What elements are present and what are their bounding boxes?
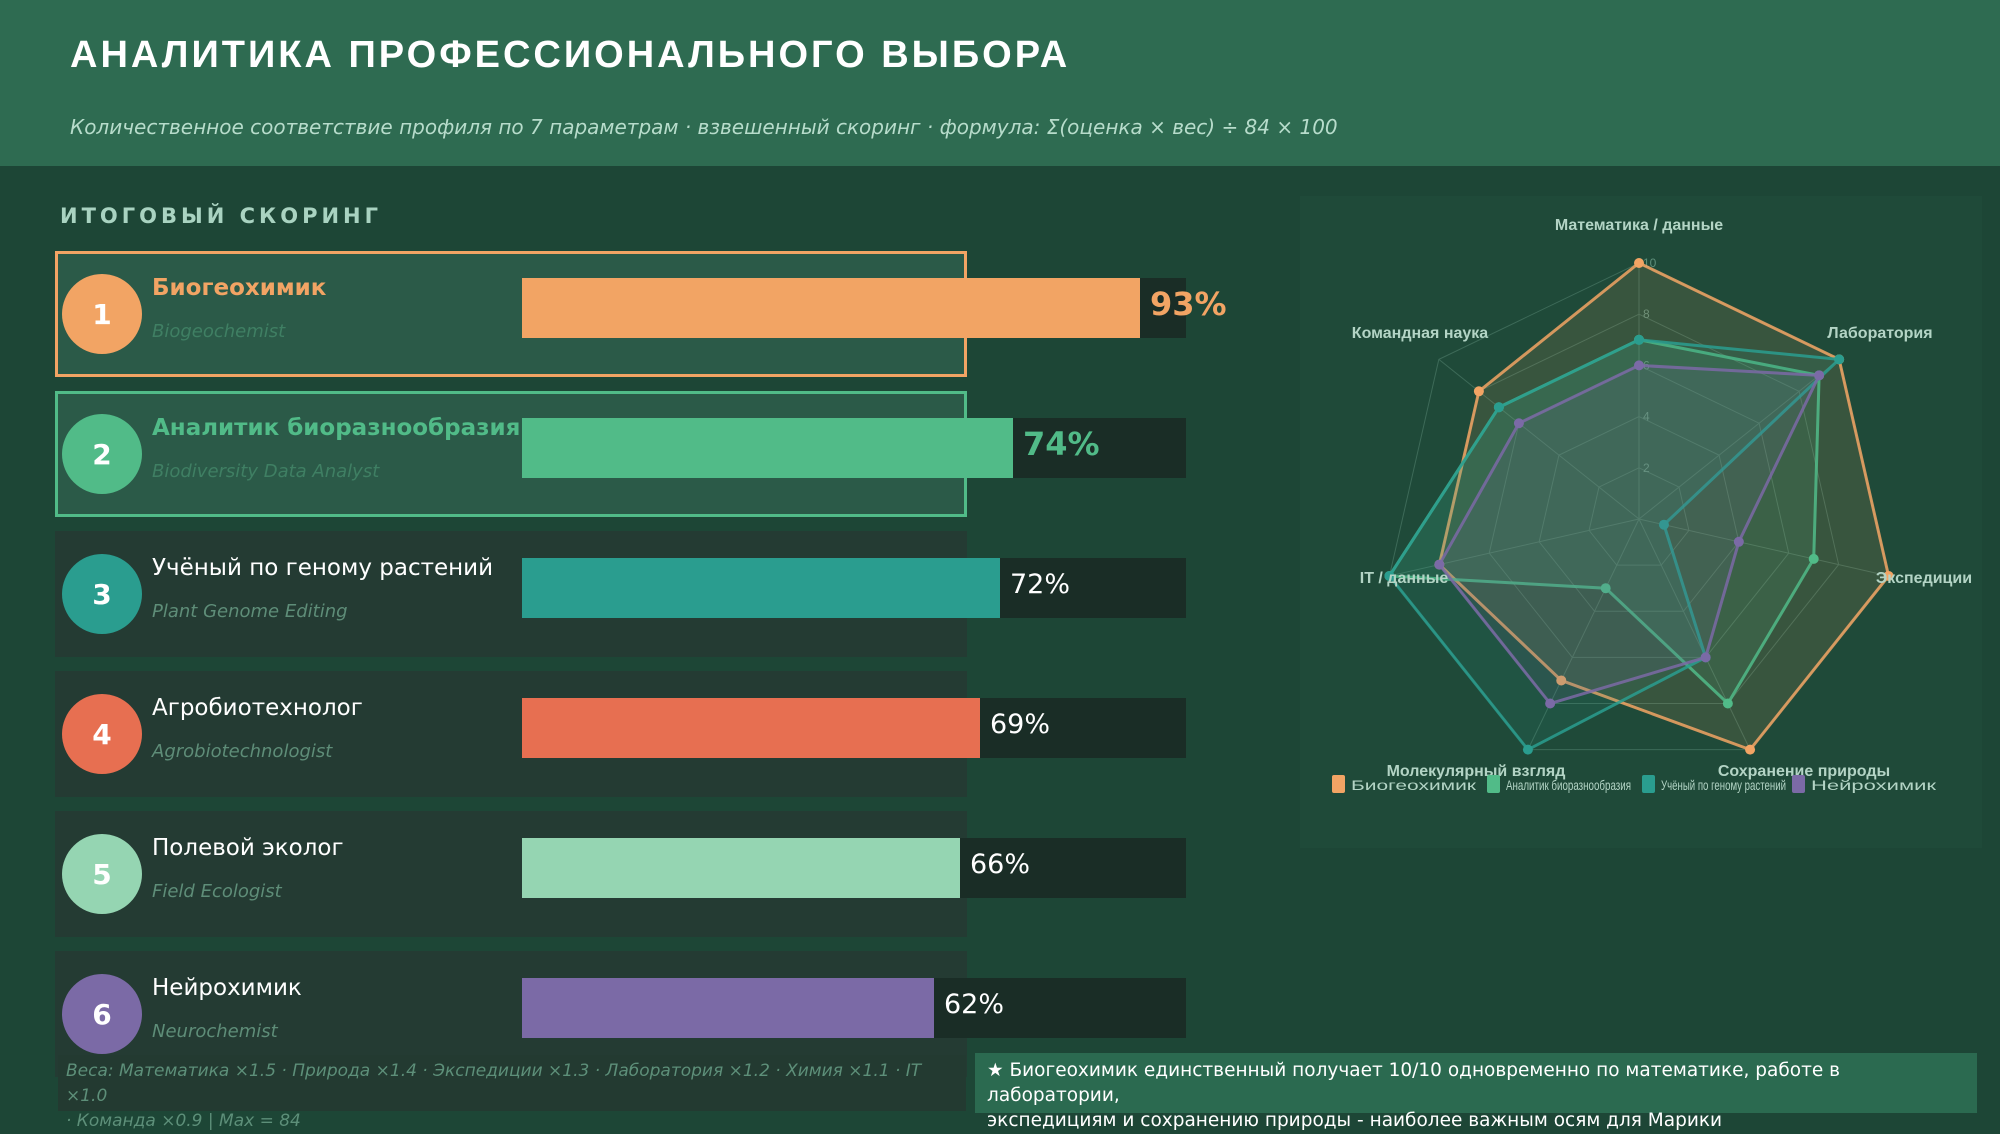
score-bar (522, 278, 1140, 338)
career-name-en: Biogeochemist (152, 321, 286, 342)
career-name-en: Field Ecologist (152, 881, 282, 902)
section-label: ИТОГОВЫЙ СКОРИНГ (60, 204, 382, 228)
radar-point (1434, 559, 1445, 570)
career-name: Аналитик биоразнообразия (152, 415, 521, 441)
score-bar (522, 418, 1013, 478)
score-bar-track (522, 418, 1186, 478)
radar-point (1733, 536, 1744, 547)
score-bar (522, 698, 980, 758)
radar-point (1513, 418, 1524, 429)
rank-badge: 2 (62, 414, 142, 494)
radar-axis-label: Математика / данные (1555, 217, 1723, 234)
radar-spoke (1527, 518, 1640, 750)
page-subtitle: Количественное соответствие профиля по 7… (70, 115, 1338, 139)
radar-point (1600, 583, 1611, 594)
radar-point (1522, 744, 1533, 755)
radar-axis-label: Молекулярный взгляд (1387, 763, 1566, 780)
radar-point (1634, 258, 1644, 268)
legend-swatch (1487, 775, 1500, 793)
radar-axis-label: Сохранение природы (1718, 763, 1890, 780)
score-label: 66% (970, 849, 1031, 880)
weights-legend: Веса: Математика ×1.5 · Природа ×1.4 · Э… (58, 1055, 966, 1131)
radar-point (1556, 675, 1567, 686)
header-banner: АНАЛИТИКА ПРОФЕССИОНАЛЬНОГО ВЫБОРА Колич… (0, 0, 2000, 166)
rank-badge: 6 (62, 974, 142, 1054)
radar-spoke (1638, 358, 1840, 520)
rank-badge: 4 (62, 694, 142, 774)
rank-badge: 5 (62, 834, 142, 914)
radar-spoke (1638, 518, 1751, 750)
radar-point (1722, 698, 1733, 709)
score-label: 93% (1150, 285, 1227, 323)
career-name: Биогеохимик (152, 275, 327, 301)
radar-point (1814, 370, 1825, 381)
career-name: Агробиотехнолог (152, 695, 363, 721)
radar-series-area (1387, 338, 1843, 752)
score-bar-track (522, 838, 1186, 898)
score-bar (522, 838, 960, 898)
insight-line-1: ★ Биогеохимик единственный получает 10/1… (987, 1060, 1841, 1106)
legend-swatch (1332, 775, 1345, 793)
radar-spoke (1438, 358, 1640, 520)
score-bar (522, 978, 934, 1038)
career-name-en: Agrobiotechnologist (152, 741, 333, 762)
radar-axis-label: Лаборатория (1827, 325, 1932, 342)
page-title: АНАЛИТИКА ПРОФЕССИОНАЛЬНОГО ВЫБОРА (70, 34, 1071, 76)
insight-line-2: экспедициям и сохранению природы - наибо… (987, 1110, 1723, 1131)
legend-label: Аналитик биоразнообразия (1506, 777, 1631, 793)
career-name-en: Biodiversity Data Analyst (152, 461, 380, 482)
radar-tick-label: 8 (1643, 307, 1650, 321)
career-name-en: Plant Genome Editing (152, 601, 348, 622)
career-name: Нейрохимик (152, 975, 302, 1001)
score-bar-track (522, 978, 1186, 1038)
score-bar-track (522, 558, 1186, 618)
legend-label: Учёный по геному растений (1661, 777, 1786, 793)
radar-spoke (1389, 518, 1640, 577)
radar-axis-label: IT / данные (1360, 570, 1449, 587)
radar-series-area (1437, 363, 1822, 706)
career-name: Полевой эколог (152, 835, 344, 861)
score-label: 69% (990, 709, 1051, 740)
radar-panel: 2 4 6 8 10 Математика / данные Лаборатория Эксп… (1300, 196, 1982, 848)
radar-point (1473, 386, 1484, 397)
rank-badge: 1 (62, 274, 142, 354)
radar-grid-ring (1588, 467, 1690, 566)
score-bar (522, 558, 1000, 618)
score-label: 74% (1023, 425, 1100, 463)
score-bar-track (522, 698, 1186, 758)
radar-point (1834, 354, 1845, 365)
score-label: 72% (1010, 569, 1071, 600)
radar-point (1493, 402, 1504, 413)
radar-tick-label: 4 (1643, 410, 1650, 424)
radar-series-area (1437, 261, 1891, 752)
legend-label: Нейрохимик (1811, 777, 1937, 793)
legend-swatch (1642, 775, 1655, 793)
radar-axis-label: Экспедиции (1876, 570, 1972, 587)
radar-tick-label: 2 (1643, 461, 1650, 475)
radar-point (1700, 652, 1711, 663)
radar-point (1545, 698, 1556, 709)
radar-spoke (1638, 518, 1889, 577)
insight-note: ★ Биогеохимик единственный получает 10/1… (975, 1053, 1977, 1131)
career-name: Учёный по геному растений (152, 555, 494, 581)
radar-point (1384, 570, 1395, 581)
radar-point (1634, 360, 1644, 371)
radar-point (1883, 570, 1894, 581)
radar-point (1745, 744, 1756, 755)
score-bar-track (522, 278, 1186, 338)
score-label: 62% (944, 989, 1005, 1020)
radar-point (1634, 334, 1644, 345)
radar-point (1658, 519, 1669, 530)
weights-line-1: Веса: Математика ×1.5 · Природа ×1.4 · Э… (66, 1061, 922, 1106)
radar-grid-ring (1488, 364, 1790, 658)
radar-axis-label: Командная наука (1352, 325, 1488, 342)
radar-point (1808, 553, 1819, 564)
weights-line-2: · Команда ×0.9 | Max = 84 (66, 1111, 301, 1131)
rank-badge: 3 (62, 554, 142, 634)
legend-label: Биогеохимик (1351, 777, 1477, 793)
legend-swatch (1792, 775, 1805, 793)
career-name-en: Neurochemist (152, 1021, 278, 1042)
